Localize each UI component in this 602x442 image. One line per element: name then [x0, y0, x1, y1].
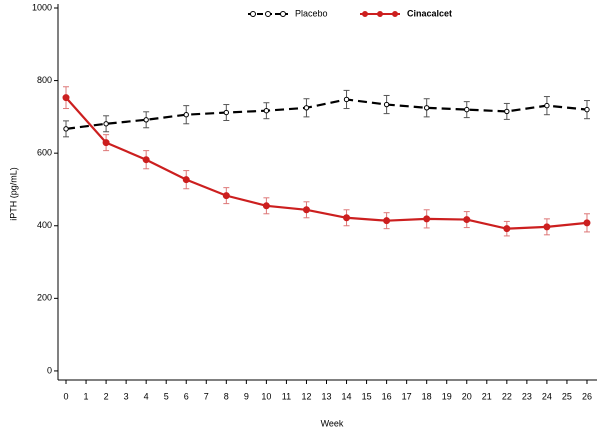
point [383, 101, 390, 108]
y-tick-label: 800 [37, 75, 52, 85]
x-axis-label: Week [321, 418, 344, 428]
x-tick-label: 19 [442, 391, 452, 401]
x-tick-label: 13 [321, 391, 331, 401]
legend-marker [392, 11, 398, 17]
point [102, 139, 110, 147]
point [262, 202, 270, 210]
series-line [65, 98, 588, 130]
x-tick-label: 16 [382, 391, 392, 401]
point [142, 156, 150, 164]
legend-label: Placebo [295, 8, 328, 18]
point [504, 108, 510, 115]
x-tick-label: 9 [244, 391, 249, 401]
point [423, 105, 430, 111]
point [222, 192, 230, 200]
y-tick-label: 200 [37, 293, 52, 303]
series-line [65, 96, 588, 230]
x-tick-label: 3 [124, 391, 129, 401]
x-tick-label: 20 [462, 391, 472, 401]
point [302, 206, 310, 214]
point [62, 94, 70, 102]
legend-marker [250, 11, 256, 17]
legend-marker [377, 11, 383, 17]
x-tick-label: 15 [362, 391, 372, 401]
x-tick-label: 23 [522, 391, 532, 401]
x-tick-label: 6 [184, 391, 189, 401]
point [383, 217, 391, 225]
x-tick-label: 4 [144, 391, 149, 401]
x-tick-label: 22 [502, 391, 512, 401]
point [343, 96, 350, 103]
point [544, 102, 550, 109]
point [584, 106, 590, 113]
x-tick-label: 18 [422, 391, 432, 401]
x-tick-label: 1 [84, 391, 89, 401]
legend-marker [362, 11, 368, 17]
point [263, 108, 270, 114]
y-tick-label: 1000 [32, 2, 52, 12]
point [183, 112, 189, 118]
point [63, 126, 69, 132]
y-axis-label: iPTH (pg/mL) [8, 167, 18, 221]
point [463, 216, 471, 224]
point [543, 223, 551, 231]
point [103, 121, 109, 127]
x-tick-label: 24 [542, 391, 552, 401]
x-tick-label: 2 [104, 391, 109, 401]
y-tick-label: 600 [37, 148, 52, 158]
point [503, 225, 511, 233]
x-tick-label: 10 [261, 391, 271, 401]
point [343, 214, 351, 222]
x-tick-label: 14 [342, 391, 352, 401]
y-tick-label: 0 [47, 365, 52, 375]
x-tick-label: 12 [301, 391, 311, 401]
x-tick-label: 17 [402, 391, 412, 401]
legend-label: Cinacalcet [407, 8, 452, 18]
point [143, 117, 149, 123]
point [423, 215, 431, 223]
x-tick-label: 21 [482, 391, 492, 401]
point [303, 105, 310, 111]
point [182, 176, 190, 184]
point [223, 109, 230, 116]
point [464, 106, 470, 113]
legend-marker [280, 11, 286, 17]
point [583, 219, 591, 227]
x-tick-label: 0 [64, 391, 69, 401]
x-tick-label: 5 [164, 391, 169, 401]
y-tick-label: 400 [37, 220, 52, 230]
x-tick-label: 8 [224, 391, 229, 401]
legend-marker [265, 11, 271, 17]
x-tick-label: 25 [562, 391, 572, 401]
x-tick-label: 7 [204, 391, 209, 401]
x-tick-label: 26 [582, 391, 592, 401]
x-tick-label: 11 [282, 391, 291, 401]
